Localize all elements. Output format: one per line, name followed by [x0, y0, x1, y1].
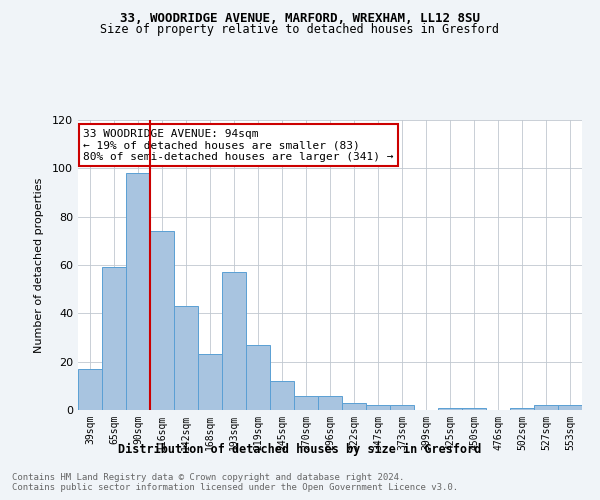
Bar	[174, 306, 198, 410]
Bar	[126, 173, 150, 410]
Bar	[558, 405, 582, 410]
Bar	[366, 405, 390, 410]
Y-axis label: Number of detached properties: Number of detached properties	[34, 178, 44, 352]
Text: Contains HM Land Registry data © Crown copyright and database right 2024.: Contains HM Land Registry data © Crown c…	[12, 472, 404, 482]
Text: 33 WOODRIDGE AVENUE: 94sqm
← 19% of detached houses are smaller (83)
80% of semi: 33 WOODRIDGE AVENUE: 94sqm ← 19% of deta…	[83, 128, 394, 162]
Text: Distribution of detached houses by size in Gresford: Distribution of detached houses by size …	[118, 442, 482, 456]
Bar	[246, 345, 270, 410]
Bar	[222, 272, 246, 410]
Bar	[294, 396, 318, 410]
Bar	[78, 369, 102, 410]
Bar	[510, 408, 534, 410]
Bar	[534, 405, 558, 410]
Text: Contains public sector information licensed under the Open Government Licence v3: Contains public sector information licen…	[12, 484, 458, 492]
Text: 33, WOODRIDGE AVENUE, MARFORD, WREXHAM, LL12 8SU: 33, WOODRIDGE AVENUE, MARFORD, WREXHAM, …	[120, 12, 480, 26]
Bar	[150, 231, 174, 410]
Bar	[270, 381, 294, 410]
Bar	[198, 354, 222, 410]
Bar	[318, 396, 342, 410]
Bar	[102, 268, 126, 410]
Text: Size of property relative to detached houses in Gresford: Size of property relative to detached ho…	[101, 22, 499, 36]
Bar	[438, 408, 462, 410]
Bar	[462, 408, 486, 410]
Bar	[342, 403, 366, 410]
Bar	[390, 405, 414, 410]
